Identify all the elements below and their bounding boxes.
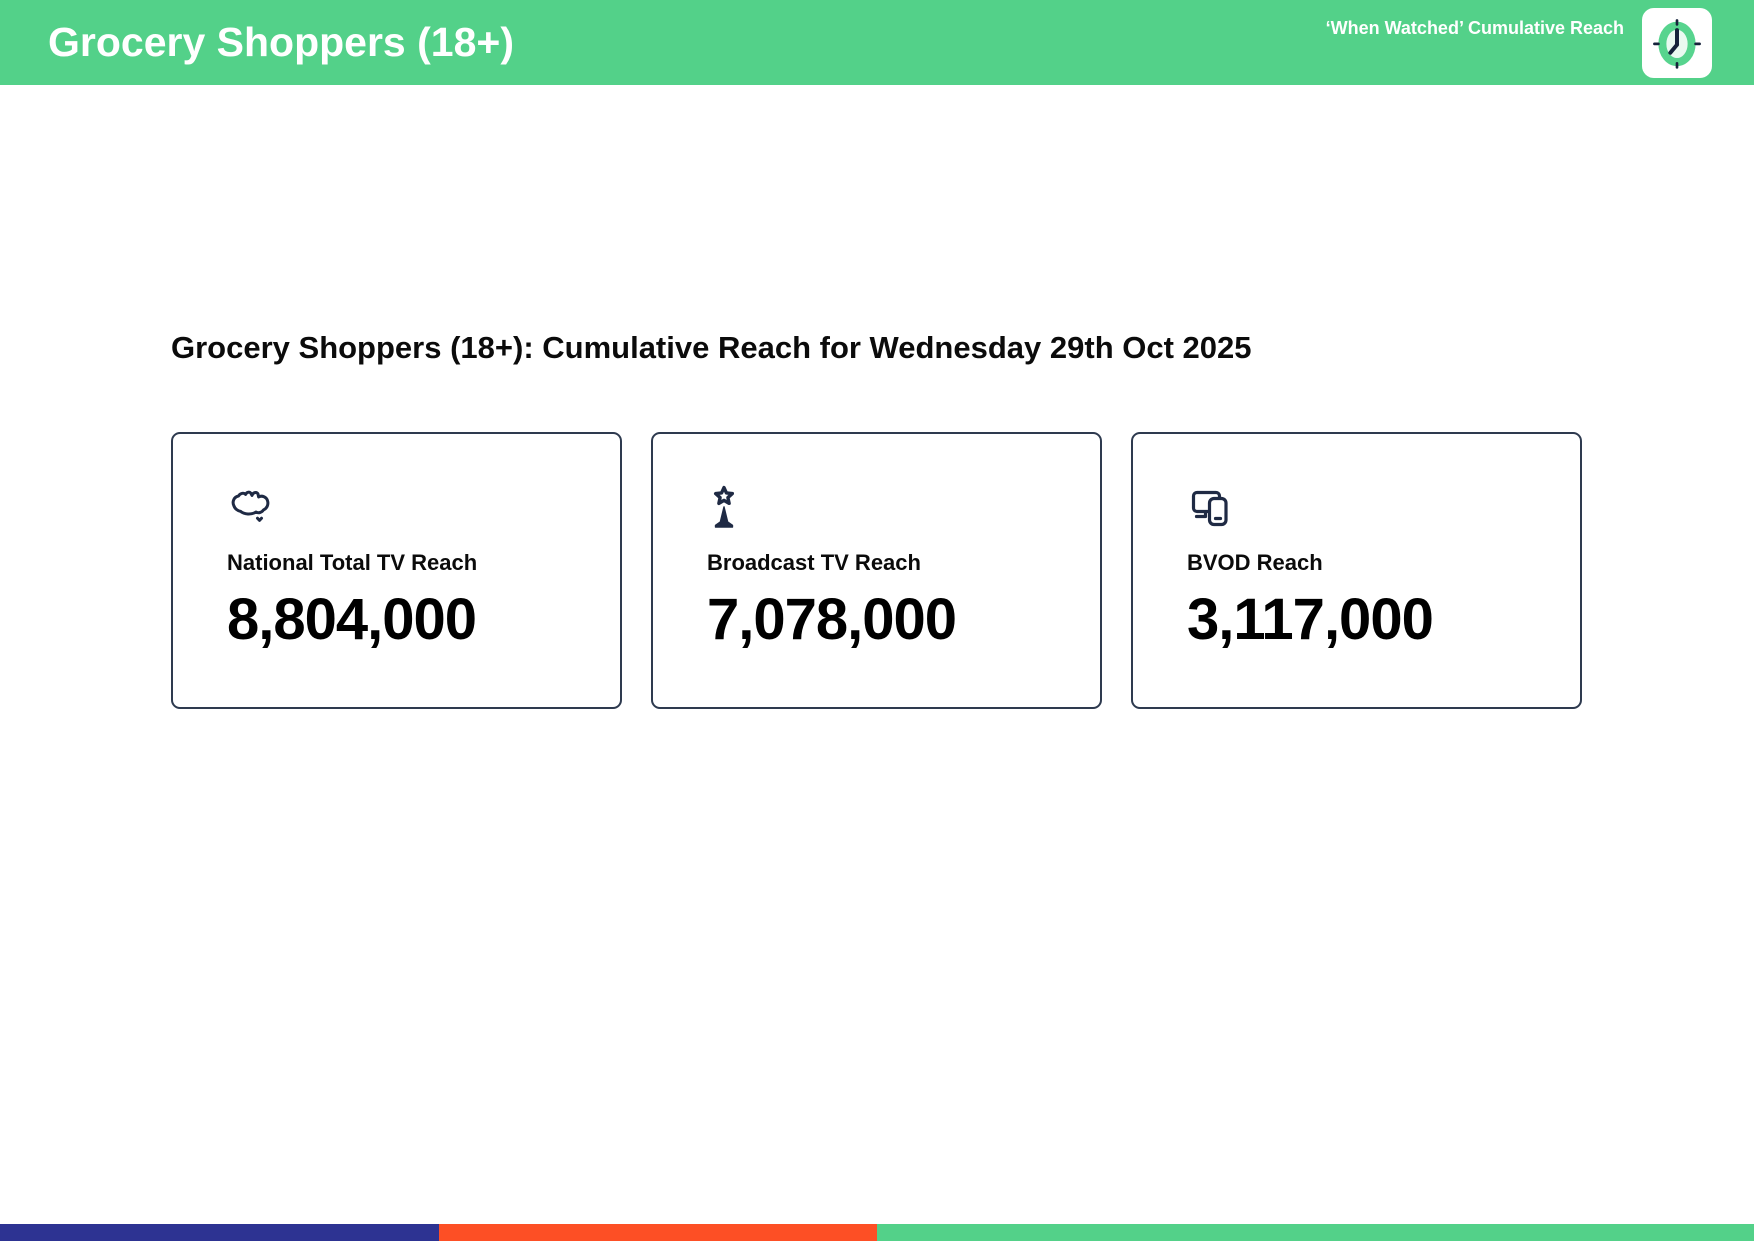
section-heading: Grocery Shoppers (18+): Cumulative Reach… [171, 330, 1252, 365]
australia-map-icon [227, 485, 590, 531]
header: Grocery Shoppers (18+) ‘When Watched’ Cu… [0, 0, 1754, 85]
kpi-label: BVOD Reach [1187, 549, 1323, 575]
footer-color-bar [0, 1224, 1754, 1241]
footer-segment-indigo [0, 1224, 439, 1241]
header-right-group: ‘When Watched’ Cumulative Reach [1325, 7, 1712, 78]
header-tagline: ‘When Watched’ Cumulative Reach [1325, 18, 1624, 38]
kpi-value: 7,078,000 [707, 586, 957, 652]
kpi-card-national-total-tv-reach: National Total TV Reach 8,804,000 [171, 431, 622, 709]
kpi-cards-row: National Total TV Reach 8,804,000 Broadc… [171, 431, 1583, 709]
footer-segment-orange [438, 1224, 877, 1241]
devices-icon [1187, 485, 1550, 531]
clock-icon [1653, 18, 1701, 69]
kpi-label: Broadcast TV Reach [707, 549, 921, 575]
kpi-card-bvod-reach: BVOD Reach 3,117,000 [1131, 431, 1582, 709]
when-watched-clock-icon [1642, 7, 1712, 78]
broadcast-tower-icon [707, 485, 1070, 531]
page-title: Grocery Shoppers (18+) [48, 19, 514, 65]
kpi-card-broadcast-tv-reach: Broadcast TV Reach 7,078,000 [651, 431, 1102, 709]
footer-segment-green [877, 1224, 1754, 1241]
kpi-value: 8,804,000 [227, 586, 477, 652]
kpi-label: National Total TV Reach [227, 549, 478, 575]
main-content: Grocery Shoppers (18+): Cumulative Reach… [0, 330, 1754, 709]
kpi-value: 3,117,000 [1187, 586, 1434, 652]
